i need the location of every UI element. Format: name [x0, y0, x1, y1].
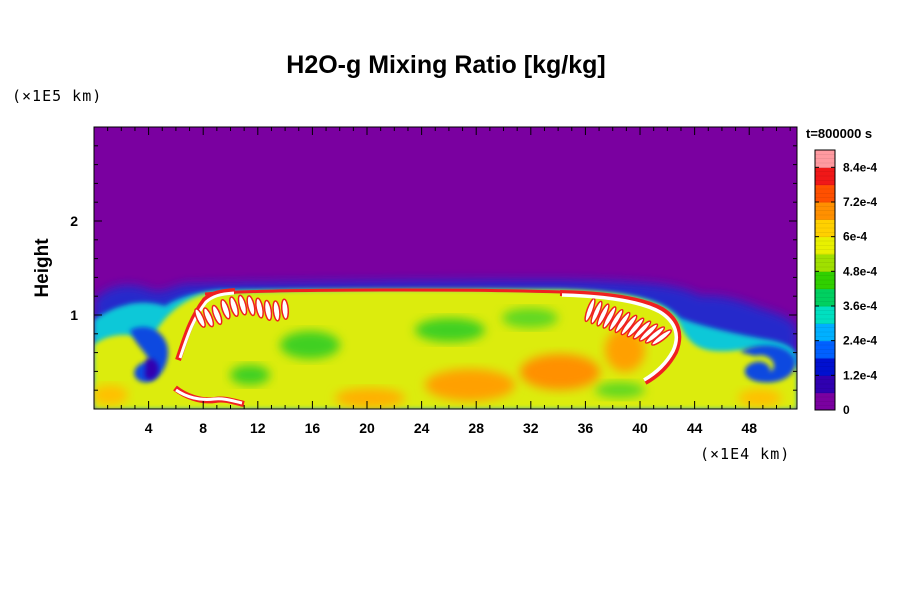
right-vortex [740, 345, 796, 383]
pocket-orange-2 [520, 354, 600, 390]
colorbar-frame [814, 149, 836, 411]
colorbar-segment [815, 219, 835, 238]
billow-crest [590, 300, 603, 325]
x-axis: 4 8 12 16 20 24 28 32 36 40 44 48 [107, 127, 791, 436]
billow-crest [220, 299, 231, 320]
billow-crest [237, 294, 248, 316]
billow-crest [602, 306, 617, 329]
colorbar-segment [815, 288, 835, 307]
billow-crest [596, 303, 610, 327]
colorbar-segment [815, 167, 835, 186]
colorbar-segment [815, 306, 835, 324]
billows-right [584, 297, 672, 346]
billow-crest [584, 297, 596, 323]
colorbar-segment [815, 202, 835, 220]
y-axis: 12 [70, 145, 797, 391]
eddy-green-5 [595, 382, 645, 398]
colorbar-tick-label: 2.4e-4 [843, 334, 877, 348]
colorbar-tick-label: 7.2e-4 [843, 195, 877, 209]
colorbar-tick-label: 0 [843, 403, 850, 417]
y-tick-label: 1 [70, 307, 78, 323]
x-unit-label: (×1E4 km) [700, 445, 790, 463]
x-tick-label: 44 [687, 420, 703, 436]
colorbar-segment [815, 150, 835, 168]
eddy-green-2 [415, 318, 485, 342]
pocket-orange-6 [738, 389, 782, 407]
colorbar-segment [815, 271, 835, 290]
heatmap-field [94, 127, 797, 409]
billow-crest [614, 311, 631, 334]
billows-left [194, 294, 290, 328]
colorbar-segment [815, 254, 835, 272]
front-right-white [561, 293, 678, 382]
billow-crest [194, 308, 206, 328]
x-tick-label: 24 [414, 420, 430, 436]
x-tick-label: 4 [145, 420, 153, 436]
front-right [559, 290, 682, 385]
pocket-orange-1 [425, 369, 515, 401]
billow-crest [246, 295, 256, 317]
colorbar-tick-label: 1.2e-4 [843, 368, 877, 382]
colorbar-tick-label: 8.4e-4 [843, 160, 877, 174]
billow-crest [280, 298, 290, 320]
x-tick-label: 8 [199, 420, 207, 436]
billow-crest [608, 308, 624, 332]
x-tick-label: 32 [523, 420, 539, 436]
colorbar-segment [815, 184, 835, 203]
pocket-orange-3 [335, 388, 405, 408]
front-left-bottom-white [175, 388, 243, 405]
colorbar-segment [815, 375, 835, 394]
billow-crest [229, 296, 239, 318]
billow-crest [626, 317, 645, 338]
billow-crest [651, 329, 672, 346]
time-label: t=800000 s [806, 126, 872, 141]
colorbar-segment [815, 323, 835, 342]
eddy-green-4 [230, 365, 270, 385]
eddy-green-1 [280, 331, 340, 359]
plot-frame [93, 126, 798, 410]
colorbar-tick-label: 6e-4 [843, 230, 867, 244]
pocket-orange-5 [94, 385, 128, 405]
x-tick-label: 28 [468, 420, 484, 436]
front-left-white [178, 291, 235, 359]
left-vortex-core [145, 358, 159, 380]
y-unit-label: (×1E5 km) [12, 87, 102, 105]
x-tick-label: 16 [305, 420, 321, 436]
billow-crest [272, 300, 281, 322]
colorbar: 0 1.2e-4 2.4e-4 3.6e-4 4.8e-4 6e-4 7.2e-4 8.4e-… [814, 149, 877, 417]
eddy-green-3 [502, 308, 558, 328]
y-axis-label: Height [32, 238, 53, 298]
billow-crest [620, 314, 638, 336]
x-tick-label: 20 [359, 420, 375, 436]
front-red-top [204, 288, 601, 296]
colorbar-segment [815, 358, 835, 376]
left-vortex [130, 326, 169, 383]
colorbar-segment [815, 340, 835, 359]
y-tick-label: 2 [70, 213, 78, 229]
colorbar-segment [815, 236, 835, 255]
chart-title: H2O-g Mixing Ratio [kg/kg] [286, 51, 605, 79]
x-tick-label: 12 [250, 420, 266, 436]
x-tick-label: 40 [632, 420, 648, 436]
colorbar-tick-label: 3.6e-4 [843, 299, 877, 313]
colorbar-tick-label: 4.8e-4 [843, 264, 877, 278]
billow-crest [211, 304, 223, 326]
x-tick-label: 36 [578, 420, 594, 436]
billow-crest [263, 299, 273, 322]
billow-crest [202, 307, 215, 328]
billow-crest [255, 297, 264, 319]
colorbar-segment [815, 392, 835, 411]
x-tick-label: 48 [741, 420, 757, 436]
